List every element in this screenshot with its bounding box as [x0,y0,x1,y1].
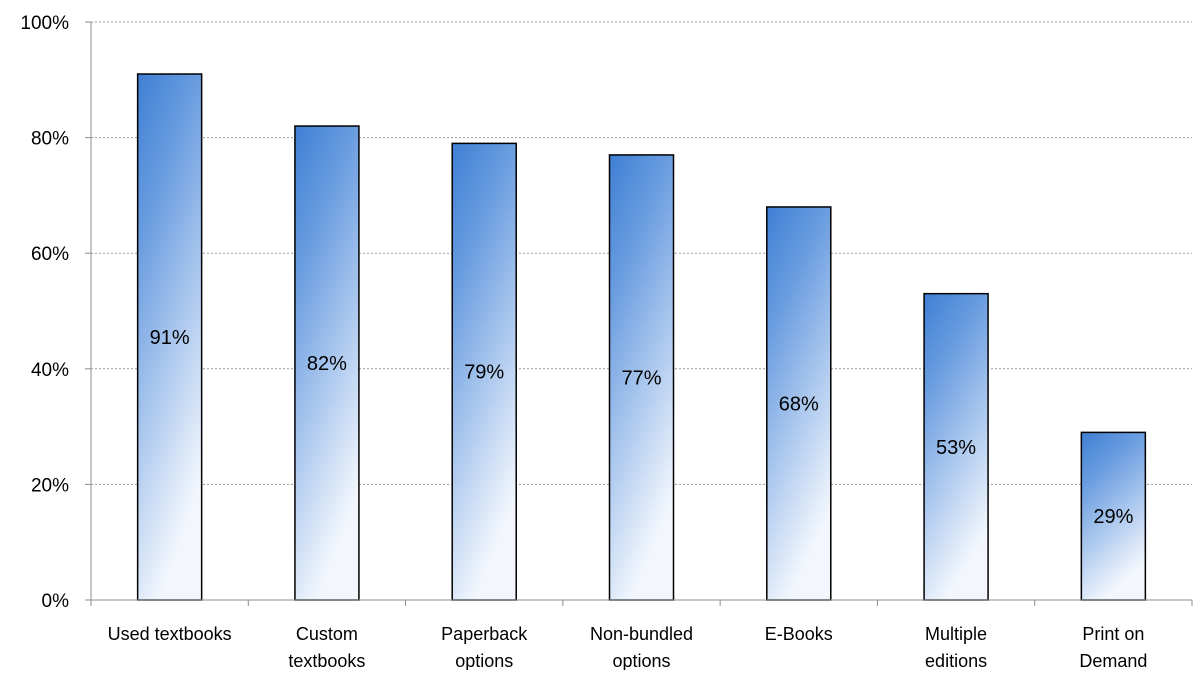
x-category-label: Custom textbooks [288,624,365,670]
x-category-label: Print on Demand [1079,624,1147,670]
axes [85,21,1193,606]
bar [608,154,675,601]
x-category-label: Non-bundled options [590,624,693,670]
labels: 0% 20% 40% 60% 80% 100% 91% Used textbooks 82% Cu… [20,13,1147,671]
y-tick-label: 100% [20,13,69,34]
bars [136,73,1147,601]
bar [766,206,832,601]
y-tick-label: 60% [31,244,69,265]
y-tick-label: 40% [31,360,69,381]
bar [1080,431,1147,601]
y-tick-label: 80% [31,129,69,150]
y-tick-label: 20% [31,475,69,496]
data-label: 77% [621,367,661,389]
bar [451,142,517,601]
data-label: 82% [307,353,347,375]
bar [136,73,203,601]
bar [923,292,989,601]
data-label: 79% [464,362,504,384]
x-category-label: Paperback options [441,624,528,670]
y-tick-label: 0% [42,591,70,612]
data-label: 68% [779,393,819,415]
data-label: 29% [1093,506,1133,528]
data-label: 53% [936,437,976,459]
x-category-label: Multiple editions [925,624,987,670]
gridlines [91,21,1192,485]
data-label: 91% [150,327,190,349]
x-category-label: E-Books [765,624,833,644]
x-category-label: Used textbooks [108,624,232,644]
